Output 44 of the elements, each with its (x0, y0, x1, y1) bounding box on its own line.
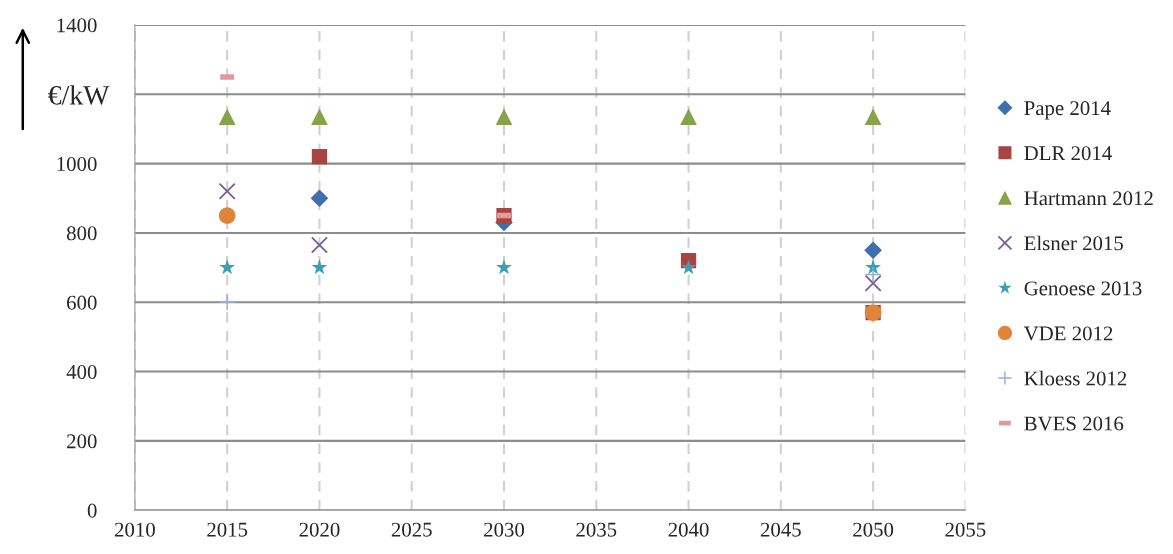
x-tick-label: 2045 (760, 522, 801, 537)
y-tick-label: 200 (67, 434, 97, 449)
point (310, 189, 329, 208)
point (864, 274, 882, 292)
point (218, 293, 236, 311)
point (495, 108, 513, 126)
point (496, 259, 512, 275)
legend-label: DLR 2014 (1024, 146, 1112, 161)
legend-label: VDE 2012 (1023, 326, 1113, 341)
x-tick-label: 2020 (299, 522, 340, 537)
y-tick-label: 1000 (57, 156, 97, 172)
legend-label: Elsner 2015 (1024, 235, 1123, 251)
x-tick-label: 2025 (391, 522, 432, 537)
point (218, 108, 236, 126)
y-tick-label: 0 (87, 503, 97, 518)
legend-label: BVES 2016 (1024, 416, 1124, 431)
x-tick-label: 2040 (668, 522, 709, 537)
x-tick-label: 2050 (853, 522, 894, 537)
x-tick-label: 2010 (114, 522, 155, 537)
point (310, 236, 328, 254)
point (311, 259, 328, 275)
point (311, 149, 328, 165)
x-tick-label: 2030 (484, 522, 525, 537)
legend-label: Pape 2014 (1024, 101, 1111, 120)
point (680, 259, 697, 275)
y-tick-label: 600 (67, 295, 97, 310)
y-tick-label: 400 (66, 364, 97, 380)
point (311, 108, 328, 126)
y-tick-label: 800 (66, 226, 97, 241)
point (219, 259, 236, 275)
y-axis-title: €/kW (48, 85, 110, 105)
x-tick-label: 2035 (576, 522, 617, 537)
legend-label: Kloess 2012 (1024, 370, 1127, 386)
point (864, 108, 882, 126)
legend-label: Hartmann 2012 (1024, 191, 1153, 206)
point (218, 182, 236, 200)
point (218, 207, 236, 224)
y-tick-label: 1400 (57, 18, 97, 33)
point (864, 241, 882, 260)
point (680, 108, 697, 126)
x-tick-label: 2015 (207, 522, 248, 537)
legend-label: Genoese 2013 (1024, 281, 1142, 296)
point (864, 266, 882, 283)
x-tick-label: 2055 (945, 522, 986, 537)
